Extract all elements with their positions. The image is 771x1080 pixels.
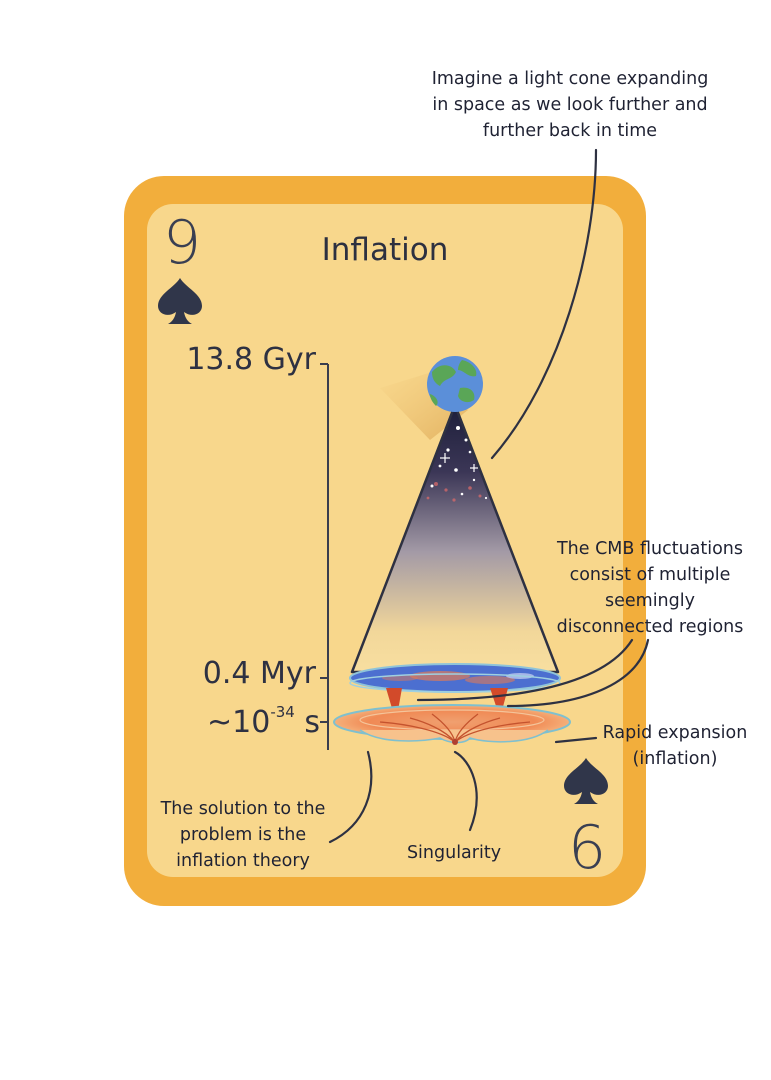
card-face xyxy=(147,204,623,877)
annotation-cmb: The CMB fluctuations consist of multiple… xyxy=(556,539,744,637)
time-axis xyxy=(320,363,329,750)
time-label-today: 13.8 Gyr xyxy=(186,342,316,377)
time-label-cmb: 0.4 Myr xyxy=(202,656,316,691)
light-cone xyxy=(350,403,560,674)
red-galaxies xyxy=(426,482,482,502)
time-label-inflation: ~10-34 s xyxy=(207,703,320,740)
sparkle-icon xyxy=(440,453,478,472)
rank-top: 9 xyxy=(163,208,202,278)
earth-icon xyxy=(427,356,483,412)
star-field xyxy=(430,426,488,500)
card-title: Inflation xyxy=(321,232,449,268)
causal-cone-left xyxy=(386,688,402,722)
singularity-rays xyxy=(379,713,531,743)
singularity-point xyxy=(452,739,458,745)
annotation-singularity: Singularity xyxy=(406,843,502,863)
rank-bottom: 6 xyxy=(568,813,607,883)
annotation-light-cone: Imagine a light cone expanding in space … xyxy=(431,69,709,141)
annotation-solution: The solution to the problem is the infla… xyxy=(160,799,326,871)
leader-lines xyxy=(328,148,650,844)
inflation-disk xyxy=(333,704,571,744)
annotation-rapid-expansion: Rapid expansion (inflation) xyxy=(602,723,748,769)
cmb-disk xyxy=(349,663,561,693)
